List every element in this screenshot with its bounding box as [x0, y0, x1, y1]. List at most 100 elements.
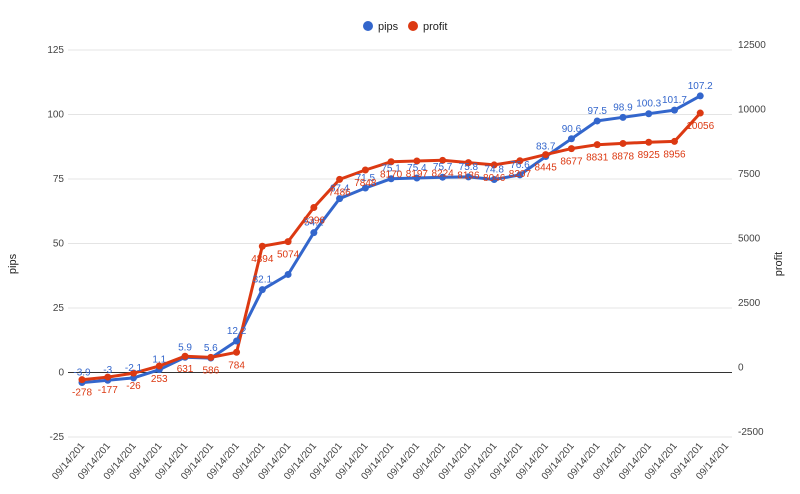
pips-data-label: 5.9	[178, 342, 192, 353]
pips-data-label: 54.2	[304, 218, 324, 229]
pips-data-label: 5.6	[204, 343, 218, 354]
profit-point	[155, 362, 163, 370]
profit-point	[181, 352, 189, 360]
legend-item-pips[interactable]: pips	[363, 21, 399, 33]
pips-data-label: 1.1	[152, 355, 166, 366]
left-tick-label: 100	[47, 110, 64, 121]
pips-data-label: 67.4	[330, 184, 350, 195]
profit-point	[464, 159, 472, 167]
pips-data-label: 75.1	[381, 164, 401, 175]
profit-point	[439, 156, 447, 164]
profit-point	[104, 373, 112, 381]
legend-label-profit: profit	[423, 21, 447, 33]
profit-data-label: 4894	[251, 254, 274, 265]
right-tick-label: 0	[738, 363, 744, 374]
profit-point	[670, 137, 678, 145]
pips-data-label: 74.8	[484, 165, 504, 176]
profit-data-label: 253	[151, 374, 168, 385]
profit-data-label: 8207	[509, 169, 532, 180]
profit-data-label: -177	[98, 385, 118, 396]
legend-marker-profit	[408, 21, 418, 31]
right-tick-label: -2500	[738, 427, 764, 438]
pips-data-label: 107.2	[688, 81, 713, 92]
profit-point	[696, 109, 704, 117]
pips-point	[387, 175, 395, 183]
profit-point	[310, 203, 318, 211]
pips-point	[258, 286, 266, 294]
left-axis-title: pips	[7, 253, 19, 274]
profit-point	[516, 157, 524, 165]
profit-data-label: 8445	[535, 163, 558, 174]
pips-point	[361, 184, 369, 192]
pips-point	[310, 229, 318, 237]
pips-point	[464, 173, 472, 181]
left-tick-label: 25	[53, 303, 65, 314]
pips-data-label: 100.3	[636, 99, 661, 110]
right-tick-label: 7500	[738, 169, 761, 180]
data-labels: -3.9 -3 -2.11.15.9 5.612.232.154.267.471.57…	[72, 81, 715, 399]
pips-point	[593, 117, 601, 125]
pips-point	[233, 337, 241, 345]
left-tick-label: 75	[53, 174, 65, 185]
pips-data-label: 71.5	[356, 173, 376, 184]
legend: pips profit	[363, 21, 447, 33]
left-tick-label: 50	[53, 239, 65, 250]
left-tick-label: 0	[58, 368, 64, 379]
left-tick-label: 125	[47, 45, 64, 56]
pips-data-label: 75.8	[459, 162, 479, 173]
pips-data-label: 32.1	[253, 275, 273, 286]
profit-point	[567, 145, 575, 153]
left-tick-label: -25	[50, 432, 65, 443]
profit-data-label: 8878	[612, 151, 635, 162]
profit-point	[490, 161, 498, 169]
legend-label-pips: pips	[378, 21, 399, 33]
pips-data-label: 90.6	[562, 124, 582, 135]
pips-point	[696, 92, 704, 100]
pips-data-label: 75.7	[433, 162, 453, 173]
right-tick-label: 5000	[738, 234, 761, 245]
profit-point	[336, 175, 344, 183]
right-tick-label: 2500	[738, 298, 761, 309]
pips-point	[645, 110, 653, 118]
left-axis-ticks: -25 0 25 50 75 100 125	[47, 45, 64, 443]
profit-point	[619, 139, 627, 147]
profit-data-label: 784	[228, 360, 245, 371]
profit-data-label: 631	[177, 364, 194, 375]
profit-data-label: 6396	[303, 215, 326, 226]
profit-data-label: 8224	[432, 168, 455, 179]
legend-item-profit[interactable]: profit	[408, 21, 447, 33]
profit-data-label: -278	[72, 388, 92, 399]
pips-point	[670, 106, 678, 114]
pips-point	[413, 174, 421, 182]
profit-data-label: 8170	[380, 170, 403, 181]
profit-point	[645, 138, 653, 146]
profit-data-label: 10056	[686, 121, 714, 132]
profit-point	[387, 158, 395, 166]
pips-point	[516, 171, 524, 179]
pips-data-label: 12.2	[227, 326, 247, 337]
pips-data-label: -3	[103, 365, 112, 376]
pips-point	[619, 113, 627, 121]
profit-data-label: 7848	[354, 178, 377, 189]
legend-marker-pips	[363, 21, 373, 31]
pips-data-label: 76.6	[510, 160, 530, 171]
pips-data-label: -2.1	[125, 363, 143, 374]
profit-point	[207, 353, 215, 361]
profit-point	[130, 369, 138, 377]
profit-data-label: -26	[126, 381, 141, 392]
pips-point	[336, 195, 344, 203]
x-axis-ticks: 09/14/20109/14/20109/14/20109/14/20109/1…	[50, 441, 731, 482]
series-line-pips	[81, 94, 701, 385]
pips-point	[490, 176, 498, 184]
profit-point	[593, 141, 601, 149]
pips-data-label: 83.7	[536, 142, 556, 153]
profit-data-label: 8831	[586, 153, 609, 164]
series-points	[78, 92, 704, 387]
profit-point	[361, 166, 369, 174]
profit-data-label: 8197	[406, 169, 429, 180]
pips-data-label: 75.4	[407, 163, 427, 174]
right-tick-label: 10000	[738, 105, 766, 116]
profit-data-label: 8046	[483, 173, 506, 184]
pips-point	[284, 270, 292, 278]
